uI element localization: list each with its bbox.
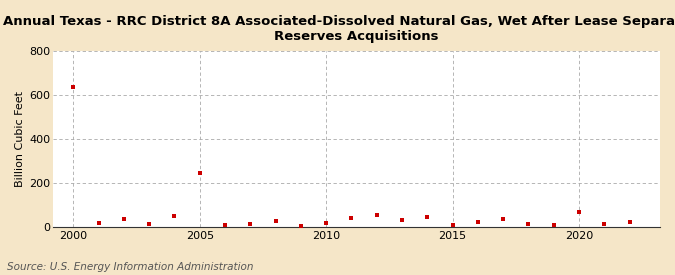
Point [548, 223, 559, 227]
Point [194, 171, 205, 175]
Point [93, 221, 104, 226]
Point [270, 219, 281, 223]
Point [219, 223, 230, 228]
Point [422, 214, 433, 219]
Point [321, 221, 331, 225]
Point [245, 222, 256, 227]
Point [497, 217, 508, 221]
Point [574, 210, 585, 214]
Point [472, 220, 483, 224]
Point [448, 223, 458, 227]
Point [371, 212, 382, 217]
Point [119, 217, 130, 221]
Point [599, 222, 610, 227]
Point [624, 220, 635, 224]
Title: Annual Texas - RRC District 8A Associated-Dissolved Natural Gas, Wet After Lease: Annual Texas - RRC District 8A Associate… [3, 15, 675, 43]
Y-axis label: Billion Cubic Feet: Billion Cubic Feet [15, 91, 25, 187]
Point [296, 224, 306, 228]
Text: Source: U.S. Energy Information Administration: Source: U.S. Energy Information Administ… [7, 262, 253, 272]
Point [144, 222, 155, 227]
Point [523, 222, 534, 227]
Point [397, 218, 408, 222]
Point [346, 216, 357, 220]
Point [68, 85, 79, 89]
Point [169, 213, 180, 218]
